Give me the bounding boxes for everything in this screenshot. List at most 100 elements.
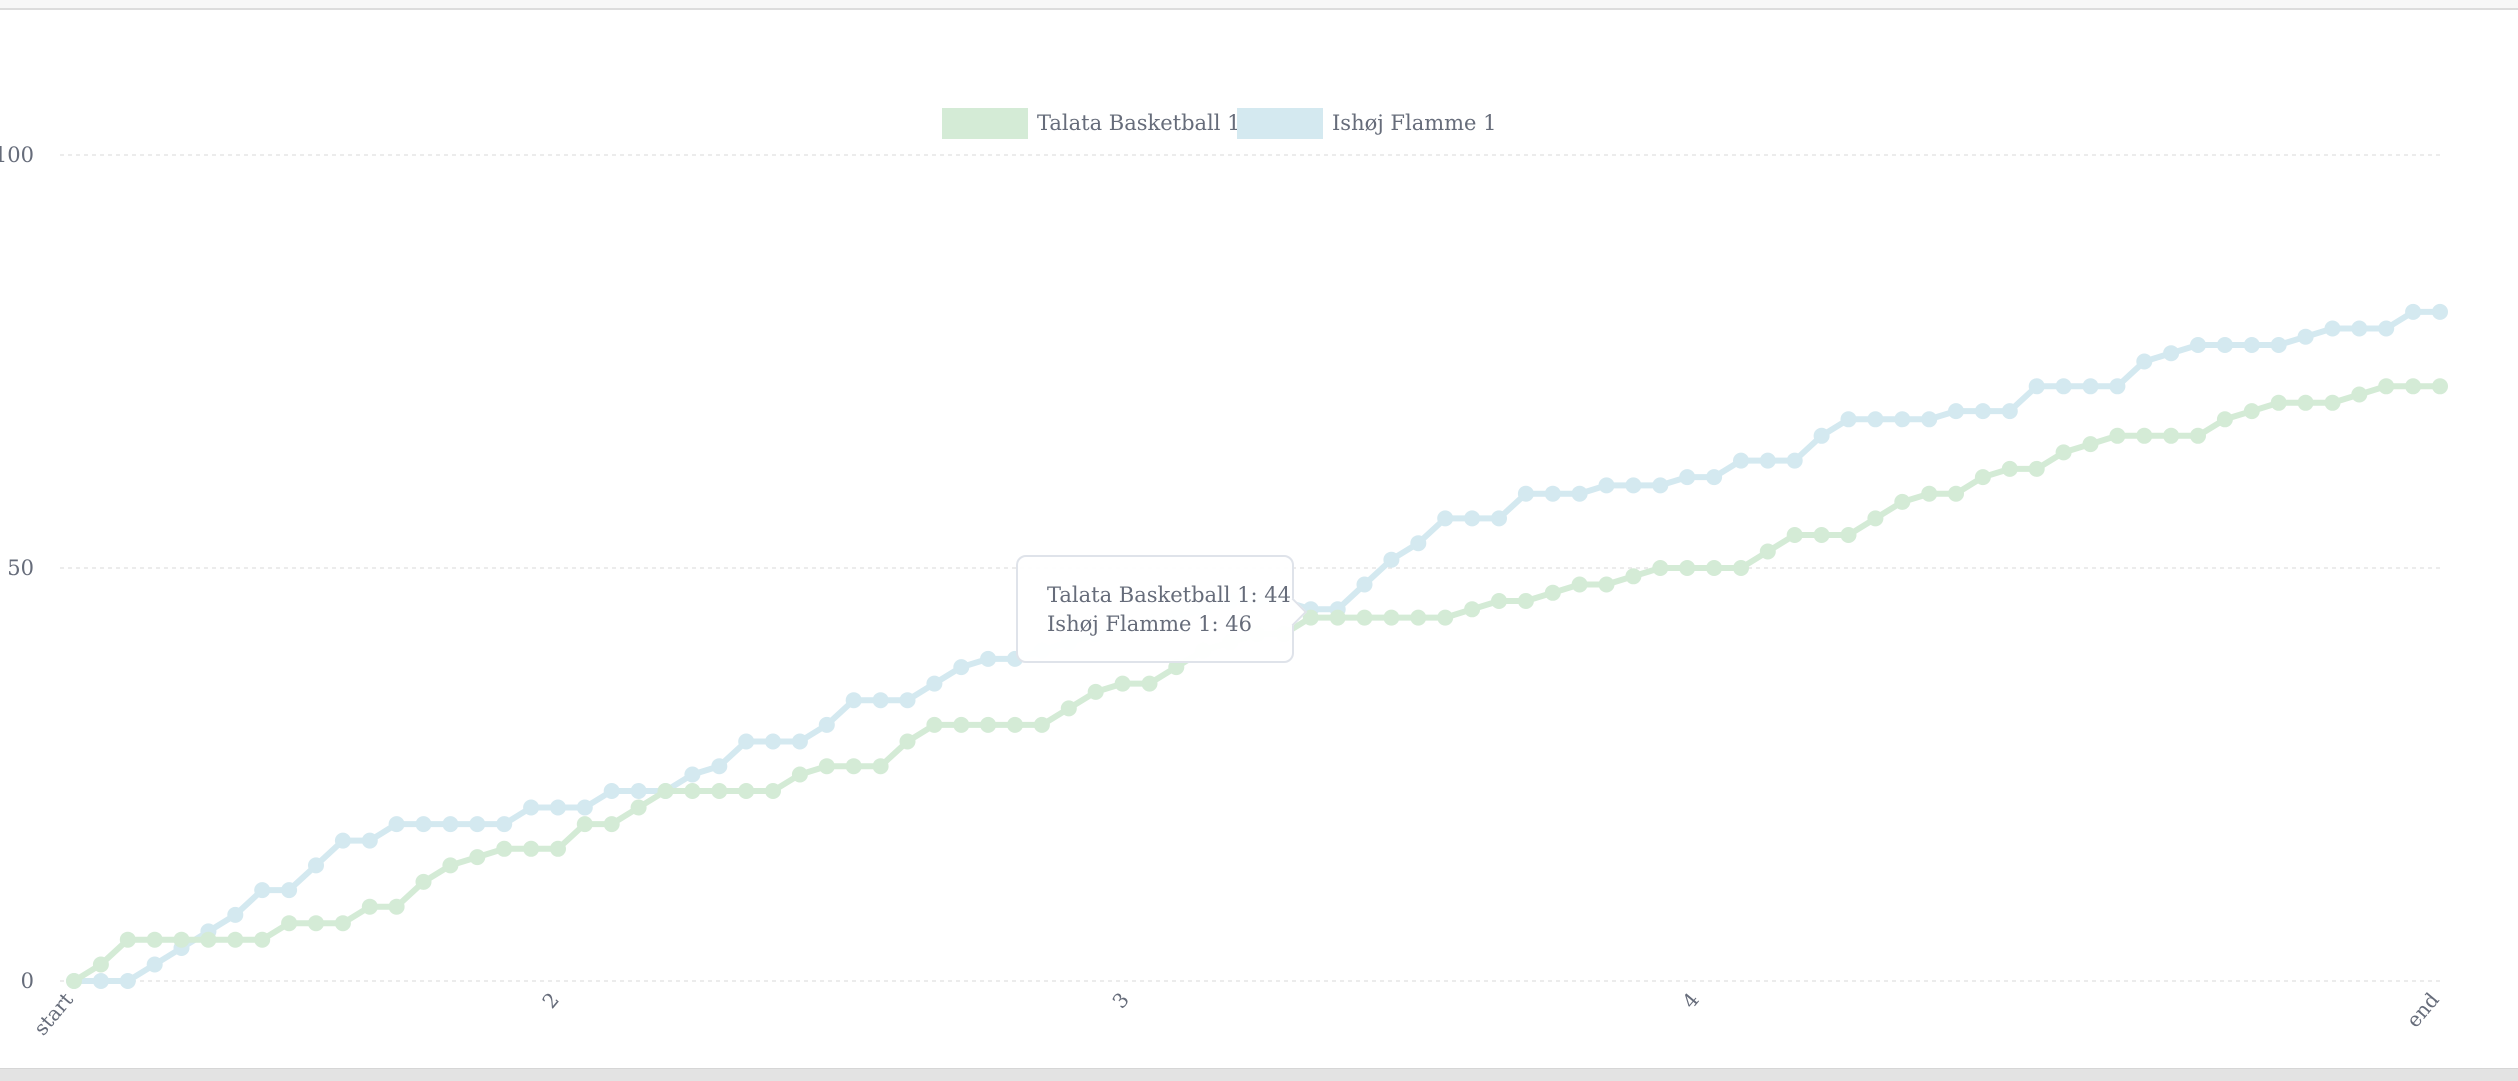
data-point[interactable] xyxy=(1921,485,1938,502)
data-point[interactable] xyxy=(2270,337,2287,353)
data-point[interactable] xyxy=(2216,337,2233,353)
data-point[interactable] xyxy=(603,816,620,833)
data-point[interactable] xyxy=(2055,444,2072,461)
data-point[interactable] xyxy=(818,716,835,733)
data-point[interactable] xyxy=(1652,477,1669,494)
data-point[interactable] xyxy=(684,766,701,783)
data-point[interactable] xyxy=(1544,485,1561,502)
data-point[interactable] xyxy=(1786,452,1803,469)
data-point[interactable] xyxy=(1383,551,1400,568)
data-point[interactable] xyxy=(173,931,190,948)
data-point[interactable] xyxy=(119,931,136,948)
data-point[interactable] xyxy=(146,931,163,948)
data-point[interactable] xyxy=(1356,576,1373,593)
data-point[interactable] xyxy=(2028,460,2045,477)
data-point[interactable] xyxy=(1759,543,1776,560)
data-point[interactable] xyxy=(1894,493,1911,510)
data-point[interactable] xyxy=(334,832,351,849)
data-point[interactable] xyxy=(1786,527,1803,543)
data-point[interactable] xyxy=(2190,427,2206,444)
data-point[interactable] xyxy=(738,733,755,750)
data-point[interactable] xyxy=(1491,593,1507,609)
data-point[interactable] xyxy=(1410,609,1427,626)
data-point[interactable] xyxy=(1329,609,1346,626)
data-point[interactable] xyxy=(1114,675,1131,692)
data-point[interactable] xyxy=(2163,345,2180,362)
data-point[interactable] xyxy=(1544,584,1561,601)
data-point[interactable] xyxy=(1679,469,1696,486)
data-point[interactable] xyxy=(442,857,459,874)
data-point[interactable] xyxy=(1706,469,1723,486)
data-point[interactable] xyxy=(899,692,916,709)
data-point[interactable] xyxy=(953,659,970,676)
data-point[interactable] xyxy=(415,816,432,833)
data-point[interactable] xyxy=(415,873,432,890)
data-point[interactable] xyxy=(388,898,405,915)
data-point[interactable] xyxy=(1974,469,1991,486)
data-point[interactable] xyxy=(630,783,647,799)
data-point[interactable] xyxy=(2001,460,2018,477)
data-point[interactable] xyxy=(469,816,486,833)
data-point[interactable] xyxy=(523,799,540,816)
data-point[interactable] xyxy=(361,898,378,915)
data-point[interactable] xyxy=(1007,716,1023,733)
data-point[interactable] xyxy=(1302,609,1319,626)
data-point[interactable] xyxy=(388,816,405,833)
data-point[interactable] xyxy=(845,758,862,775)
data-point[interactable] xyxy=(550,840,566,857)
data-point[interactable] xyxy=(496,816,513,833)
data-point[interactable] xyxy=(1948,403,1964,420)
data-point[interactable] xyxy=(2216,411,2233,428)
data-point[interactable] xyxy=(2432,378,2448,395)
data-point[interactable] xyxy=(1437,609,1454,626)
data-point[interactable] xyxy=(2001,403,2018,420)
data-point[interactable] xyxy=(1517,593,1534,609)
data-point[interactable] xyxy=(442,816,459,833)
data-point[interactable] xyxy=(2324,394,2341,411)
data-point[interactable] xyxy=(1464,510,1481,527)
data-point[interactable] xyxy=(872,758,889,775)
data-point[interactable] xyxy=(496,840,513,857)
data-point[interactable] xyxy=(1840,527,1857,543)
data-point[interactable] xyxy=(1141,675,1158,692)
data-point[interactable] xyxy=(523,840,540,857)
data-point[interactable] xyxy=(980,650,997,667)
data-point[interactable] xyxy=(254,931,271,948)
data-point[interactable] xyxy=(1733,452,1749,469)
data-point[interactable] xyxy=(765,783,781,799)
data-point[interactable] xyxy=(2136,427,2153,444)
data-point[interactable] xyxy=(2109,378,2126,395)
data-point[interactable] xyxy=(818,758,835,775)
data-point[interactable] xyxy=(1571,576,1588,593)
data-point[interactable] xyxy=(1383,609,1400,626)
data-point[interactable] xyxy=(2190,337,2206,353)
data-point[interactable] xyxy=(1598,576,1615,593)
data-point[interactable] xyxy=(1625,568,1642,585)
data-point[interactable] xyxy=(2297,328,2314,345)
data-point[interactable] xyxy=(2109,427,2126,444)
data-point[interactable] xyxy=(1060,700,1077,717)
data-point[interactable] xyxy=(2163,427,2180,444)
data-point[interactable] xyxy=(2243,403,2260,420)
data-point[interactable] xyxy=(200,931,217,948)
data-point[interactable] xyxy=(334,915,351,932)
data-point[interactable] xyxy=(1168,659,1185,676)
data-point[interactable] xyxy=(845,692,862,709)
data-point[interactable] xyxy=(2351,386,2368,403)
data-point[interactable] xyxy=(1867,510,1884,527)
data-point[interactable] xyxy=(2082,436,2099,453)
data-point[interactable] xyxy=(1733,560,1749,576)
data-point[interactable] xyxy=(1813,527,1830,543)
legend-item[interactable]: Talata Basketball 1 xyxy=(942,108,1241,139)
data-point[interactable] xyxy=(308,857,324,874)
data-point[interactable] xyxy=(1598,477,1615,494)
data-point[interactable] xyxy=(630,799,647,816)
data-point[interactable] xyxy=(281,882,298,899)
data-point[interactable] xyxy=(2378,378,2395,395)
data-point[interactable] xyxy=(2270,394,2287,411)
data-point[interactable] xyxy=(469,849,486,866)
data-point[interactable] xyxy=(1894,411,1911,428)
data-point[interactable] xyxy=(2432,303,2448,320)
data-point[interactable] xyxy=(2028,378,2045,395)
data-point[interactable] xyxy=(1813,427,1830,444)
